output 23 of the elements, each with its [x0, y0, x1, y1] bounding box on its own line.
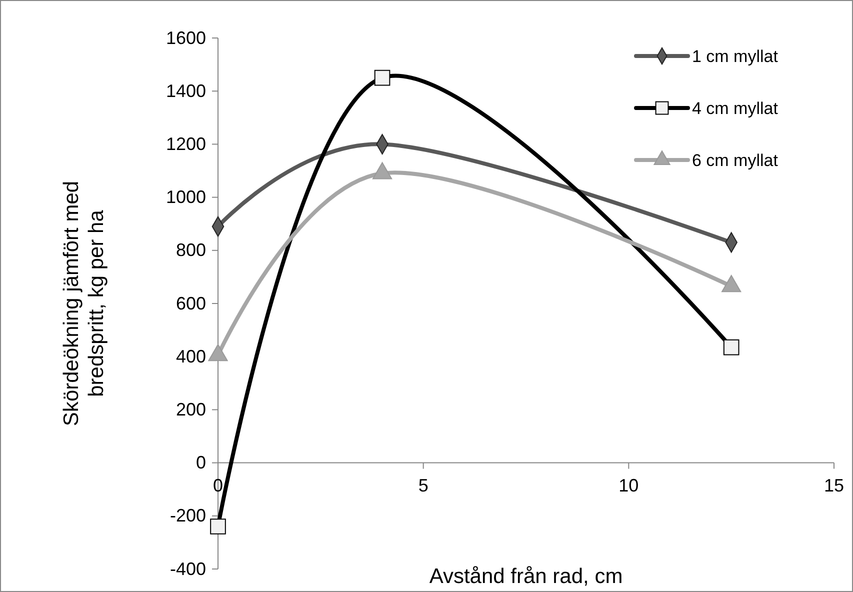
point	[374, 70, 390, 86]
x-tick-label: 5	[418, 476, 428, 496]
y-tick-label: 1200	[166, 134, 206, 154]
x-tick-label: 15	[824, 476, 844, 496]
y-axis-title: Skördeökning jämfört med bredspritt, kg per ha	[60, 180, 108, 426]
y-tick-label: 1400	[166, 80, 206, 101]
legend-label: 4 cm myllat	[692, 99, 778, 118]
y-tick-label: 600	[176, 293, 206, 314]
point	[210, 518, 226, 534]
x-tick-label: 10	[618, 476, 639, 496]
y-tick-label: 0	[196, 452, 206, 473]
y-tick-label: 200	[176, 399, 206, 420]
legend-label: 6 cm myllat	[692, 151, 778, 170]
y-tick-label: 800	[176, 240, 206, 260]
y-tick-label: 1600	[166, 28, 206, 48]
x-axis-title: Avstånd från rad, cm	[429, 565, 623, 588]
x-tick-label: 0	[212, 476, 224, 496]
y-tick-label: -400	[170, 558, 206, 579]
y-tick-label: 1000	[166, 187, 206, 208]
y-tick-label: -200	[170, 506, 206, 526]
point	[723, 339, 740, 356]
y-tick-label: 400	[176, 346, 206, 366]
legend-label: 1 cm myllat	[692, 47, 778, 66]
